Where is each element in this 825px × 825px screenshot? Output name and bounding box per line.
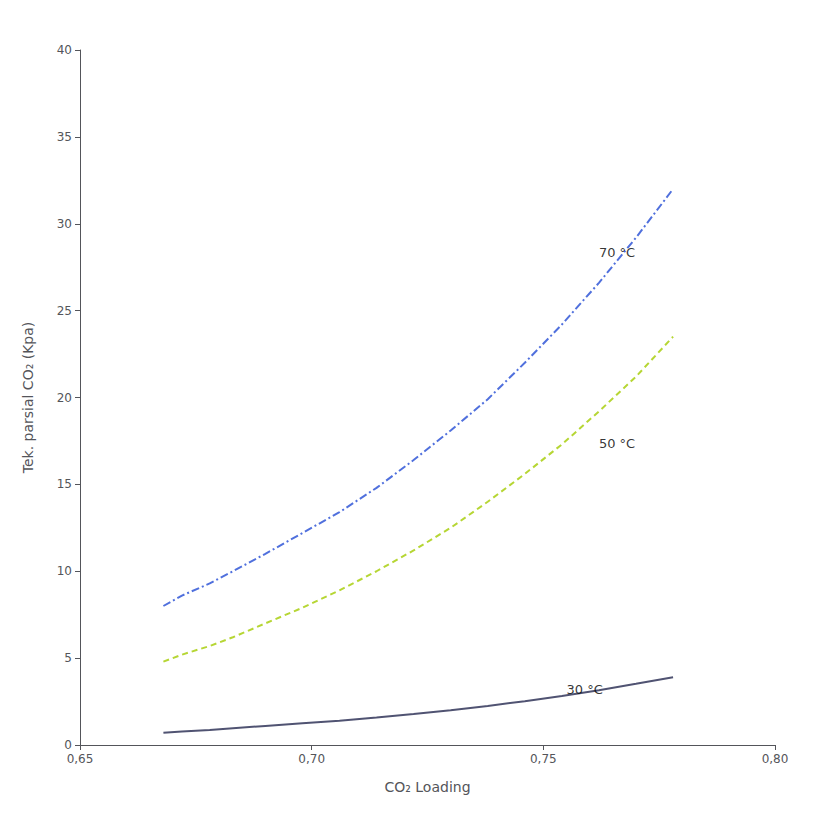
svg-text:30 °C: 30 °C (567, 682, 603, 697)
svg-text:0,70: 0,70 (298, 752, 325, 766)
svg-text:30: 30 (57, 217, 72, 231)
svg-text:50 °C: 50 °C (599, 436, 635, 451)
svg-text:10: 10 (57, 564, 72, 578)
svg-text:15: 15 (57, 477, 72, 491)
svg-text:35: 35 (57, 130, 72, 144)
svg-text:0,65: 0,65 (67, 752, 94, 766)
svg-text:0,75: 0,75 (530, 752, 557, 766)
svg-text:5: 5 (64, 651, 72, 665)
svg-text:0,80: 0,80 (762, 752, 789, 766)
svg-text:25: 25 (57, 304, 72, 318)
svg-text:20: 20 (57, 391, 72, 405)
svg-text:40: 40 (57, 43, 72, 57)
svg-text:CO₂ Loading: CO₂ Loading (384, 779, 470, 795)
svg-text:0: 0 (64, 738, 72, 752)
svg-text:70 °C: 70 °C (599, 245, 635, 260)
svg-text:Tek. parsial CO₂ (Kpa): Tek. parsial CO₂ (Kpa) (20, 322, 36, 475)
